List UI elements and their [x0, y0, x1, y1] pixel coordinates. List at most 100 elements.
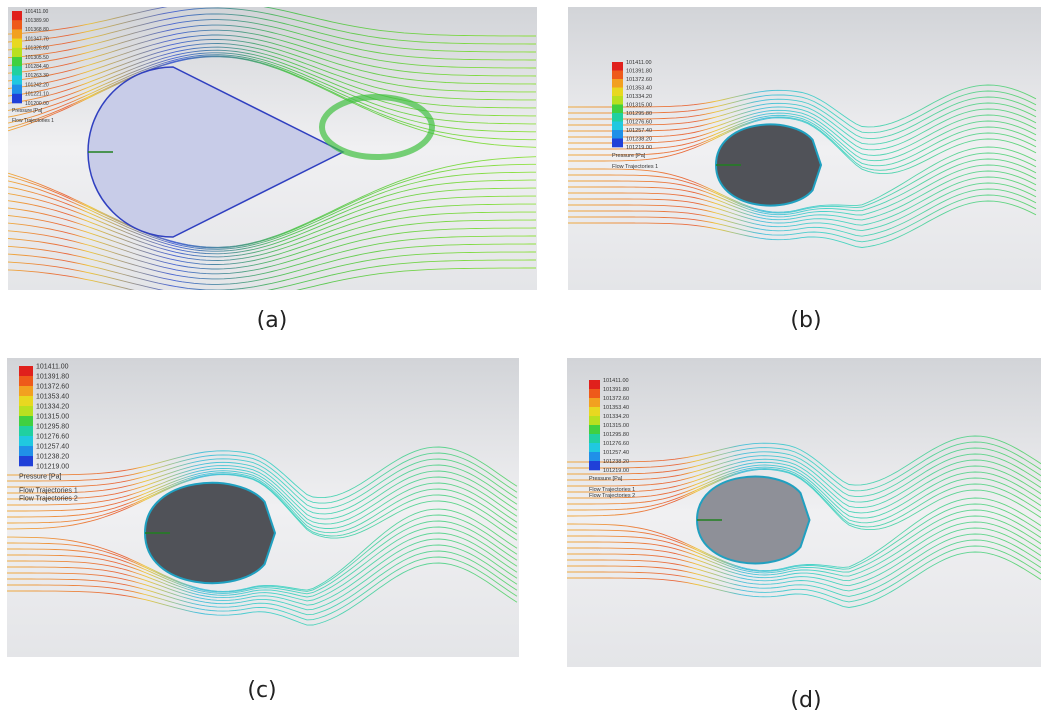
colorbar-segment [12, 75, 22, 85]
legend-label: 101334.20 [36, 403, 69, 410]
legend-label: 101284.40 [25, 64, 49, 70]
colorbar-segment [589, 407, 600, 417]
legend-label: 101219.00 [603, 468, 629, 474]
caption: (d) [790, 688, 822, 713]
streamline [8, 39, 536, 93]
cfd-panel: 101411.00 101389.90 101368.80 101347.70 1013… [8, 7, 537, 290]
legend-label: 101391.80 [603, 387, 629, 393]
streamline [7, 514, 518, 593]
colorbar-segment [19, 436, 33, 447]
trajectory-label: Flow Trajectories 1 [589, 487, 635, 493]
streamline [568, 194, 1037, 243]
cfd-panel: 101411.00 101391.80 101372.60 101353.40 1013… [568, 7, 1041, 290]
legend-title: Pressure [Pa] [12, 108, 43, 114]
legend-label: 101238.20 [603, 459, 629, 465]
streamline [7, 550, 518, 616]
colorbar-segment [19, 406, 33, 417]
legend-label: 101391.80 [626, 68, 652, 74]
streamline [568, 170, 1037, 221]
legend-label: 101242.20 [25, 82, 49, 88]
legend-label: 101334.20 [626, 94, 652, 100]
legend-label: 101411.00 [603, 378, 629, 384]
legend-label: 101257.40 [626, 128, 652, 134]
legend-label: 101334.20 [603, 414, 629, 420]
colorbar-segment [612, 130, 623, 139]
legend-label: 101238.20 [626, 136, 652, 142]
colorbar-segment [612, 79, 623, 88]
body [143, 481, 277, 585]
streamline [568, 182, 1037, 232]
streamline [567, 497, 1041, 572]
streamline [567, 435, 1041, 486]
streamline [8, 34, 537, 85]
streamline [8, 13, 536, 53]
streamline [567, 545, 1041, 603]
streamline [568, 102, 1037, 145]
vortex [319, 94, 435, 160]
streamline [7, 508, 518, 592]
streamline [7, 473, 518, 537]
streamline [568, 176, 1037, 226]
streamline [7, 452, 518, 504]
streamline [567, 533, 1041, 592]
colorbar-segment [612, 104, 623, 114]
colorbar-segment [12, 47, 22, 58]
streamline [7, 544, 518, 611]
colorbar-segment [612, 62, 623, 71]
colorbar-segment [612, 96, 623, 105]
colorbar-segment [12, 29, 22, 39]
legend-label: 101315.00 [626, 102, 652, 108]
streamline [8, 219, 537, 270]
streamline [7, 458, 518, 510]
colorbar-segment [12, 66, 22, 76]
streamline [8, 49, 536, 117]
streamline [8, 7, 536, 45]
streamline [567, 509, 1041, 574]
streamline [567, 551, 1041, 608]
colorbar-segment [589, 461, 600, 471]
streamline [8, 203, 536, 261]
trajectory-label: Flow Trajectories 2 [589, 493, 635, 499]
legend-label: 101353.40 [626, 85, 652, 91]
streamline [568, 188, 1037, 237]
streamline [7, 461, 518, 515]
streamline [568, 164, 1037, 218]
streamline [568, 96, 1037, 139]
streamline [7, 556, 518, 621]
streamline [7, 562, 518, 626]
streamline [8, 156, 537, 248]
legend-label: 101347.70 [25, 36, 49, 42]
colorbar-segment [19, 426, 33, 437]
legend-label: 101372.60 [626, 77, 652, 83]
colorbar-segment [19, 446, 33, 457]
streamline [8, 187, 536, 255]
streamline [8, 267, 536, 290]
colorbar-segment [12, 57, 22, 67]
streamline [8, 29, 537, 77]
legend-label: 101295.80 [626, 111, 652, 117]
legend-label: 101353.40 [603, 405, 629, 411]
colorbar-segment [12, 20, 22, 30]
legend-label: 101353.40 [36, 393, 69, 400]
legend-label: 101257.40 [603, 450, 629, 456]
legend-label: 101263.30 [25, 73, 49, 79]
trajectory-label: Flow Trajectories 1 [612, 164, 658, 170]
streamline [568, 84, 1037, 128]
legend-label: 101372.60 [36, 383, 69, 390]
legend-label: 101257.40 [36, 443, 69, 450]
legend-title: Pressure [Pa] [612, 153, 646, 159]
streamline [567, 521, 1041, 582]
streamline [568, 109, 1037, 156]
streamline [7, 465, 518, 520]
colorbar-segment [12, 38, 22, 49]
legend-label: 101295.80 [36, 423, 69, 430]
colorbar-segment [589, 380, 600, 390]
colorbar-segment [589, 416, 600, 426]
legend-label: 101295.80 [603, 432, 629, 438]
streamline [568, 116, 1037, 171]
legend-label: 101238.20 [36, 453, 69, 460]
streamline [8, 235, 536, 280]
streamline [568, 200, 1037, 248]
streamline [7, 467, 518, 525]
